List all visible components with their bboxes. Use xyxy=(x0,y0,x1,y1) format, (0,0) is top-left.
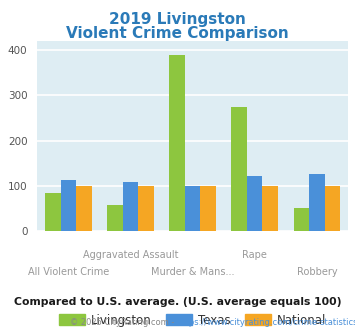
Text: https://www.cityrating.com/crime-statistics/: https://www.cityrating.com/crime-statist… xyxy=(178,318,355,327)
Bar xyxy=(185,186,200,231)
Text: Aggravated Assault: Aggravated Assault xyxy=(83,250,178,260)
Text: Robbery: Robbery xyxy=(296,267,337,277)
Bar xyxy=(309,174,324,231)
Text: 2019 Livingston: 2019 Livingston xyxy=(109,12,246,26)
Bar xyxy=(76,186,92,231)
Bar xyxy=(262,186,278,231)
Text: Violent Crime Comparison: Violent Crime Comparison xyxy=(66,26,289,41)
Text: © 2025 CityRating.com -: © 2025 CityRating.com - xyxy=(71,318,178,327)
Bar xyxy=(138,186,154,231)
Bar xyxy=(231,107,247,231)
Bar xyxy=(200,186,216,231)
Bar xyxy=(169,55,185,231)
Text: Rape: Rape xyxy=(242,250,267,260)
Bar xyxy=(107,205,123,231)
Bar xyxy=(45,193,61,231)
Text: Compared to U.S. average. (U.S. average equals 100): Compared to U.S. average. (U.S. average … xyxy=(14,297,341,307)
Legend: Livingston, Texas, National: Livingston, Texas, National xyxy=(55,309,331,330)
Bar xyxy=(324,186,340,231)
Text: Murder & Mans...: Murder & Mans... xyxy=(151,267,234,277)
Bar xyxy=(61,181,76,231)
Bar xyxy=(247,176,262,231)
Bar xyxy=(294,208,309,231)
Bar xyxy=(123,182,138,231)
Text: All Violent Crime: All Violent Crime xyxy=(28,267,109,277)
